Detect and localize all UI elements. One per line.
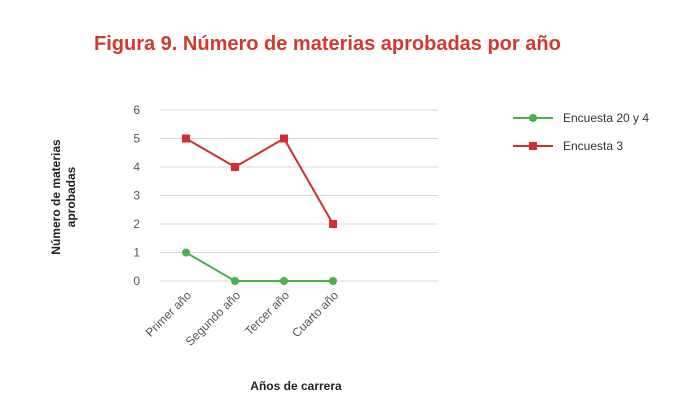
y-tick-label: 4: [133, 160, 140, 174]
y-axis-title: Número de materiasaprobadas: [49, 139, 78, 255]
series-line: [185, 137, 334, 225]
data-point: [329, 220, 337, 228]
y-tick-label: 3: [133, 189, 140, 203]
y-tick-label: 0: [133, 274, 140, 288]
y-tick-label: 1: [133, 246, 140, 260]
data-point: [280, 277, 288, 285]
gridlines: [160, 109, 438, 282]
data-point: [280, 134, 288, 143]
y-tick-label: 2: [133, 217, 140, 231]
legend-marker: [529, 142, 537, 150]
chart-title: Figura 9. Número de materias aprobadas p…: [94, 33, 561, 55]
series-lines: [185, 137, 334, 282]
legend: Encuesta 20 y 4 Encuesta 3: [513, 111, 649, 153]
legend-marker: [529, 114, 537, 122]
data-point: [231, 163, 239, 171]
data-point: [182, 248, 190, 257]
series-line: [185, 251, 333, 282]
series-markers: [182, 134, 337, 285]
y-axis-title-line: aprobadas: [64, 166, 78, 227]
data-point: [231, 277, 239, 285]
legend-label: Encuesta 20 y 4: [563, 111, 649, 125]
legend-label: Encuesta 3: [563, 139, 623, 153]
x-axis-title: Años de carrera: [250, 379, 342, 393]
y-tick-label: 6: [133, 103, 140, 117]
y-tick-label: 5: [133, 132, 140, 146]
x-tick-label: Tercer año: [242, 288, 292, 338]
x-tick-label: Cuarto año: [289, 288, 341, 340]
y-tick-labels: 0 1 2 3 4 5 6: [133, 103, 140, 288]
x-tick-label: Primer año: [143, 288, 195, 340]
y-axis-title-line: Número de materias: [49, 139, 63, 255]
data-point: [329, 277, 337, 285]
data-point: [182, 134, 190, 143]
